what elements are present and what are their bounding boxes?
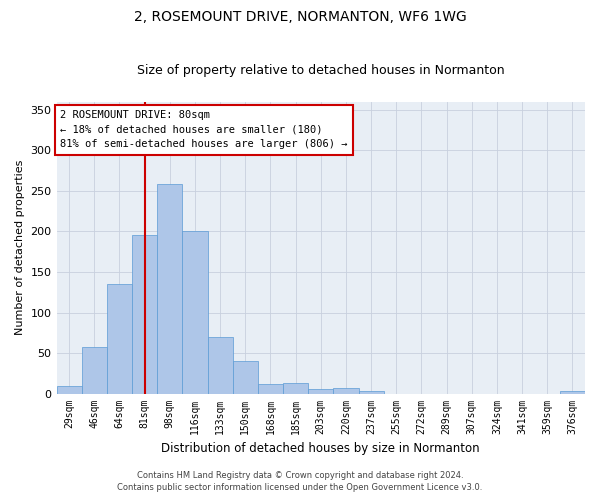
Bar <box>107 284 132 394</box>
X-axis label: Distribution of detached houses by size in Normanton: Distribution of detached houses by size … <box>161 442 480 455</box>
Bar <box>208 337 233 394</box>
Text: 2 ROSEMOUNT DRIVE: 80sqm
← 18% of detached houses are smaller (180)
81% of semi-: 2 ROSEMOUNT DRIVE: 80sqm ← 18% of detach… <box>61 110 348 150</box>
Bar <box>233 361 258 394</box>
Bar <box>182 232 208 394</box>
Bar <box>283 383 308 394</box>
Y-axis label: Number of detached properties: Number of detached properties <box>15 160 25 336</box>
Bar <box>132 234 157 394</box>
Bar <box>82 348 107 394</box>
Bar <box>560 391 585 394</box>
Bar <box>56 386 82 394</box>
Text: Contains HM Land Registry data © Crown copyright and database right 2024.
Contai: Contains HM Land Registry data © Crown c… <box>118 471 482 492</box>
Bar <box>359 391 383 394</box>
Bar <box>334 388 359 394</box>
Title: Size of property relative to detached houses in Normanton: Size of property relative to detached ho… <box>137 64 505 77</box>
Bar <box>258 384 283 394</box>
Text: 2, ROSEMOUNT DRIVE, NORMANTON, WF6 1WG: 2, ROSEMOUNT DRIVE, NORMANTON, WF6 1WG <box>134 10 466 24</box>
Bar <box>308 388 334 394</box>
Bar <box>157 184 182 394</box>
